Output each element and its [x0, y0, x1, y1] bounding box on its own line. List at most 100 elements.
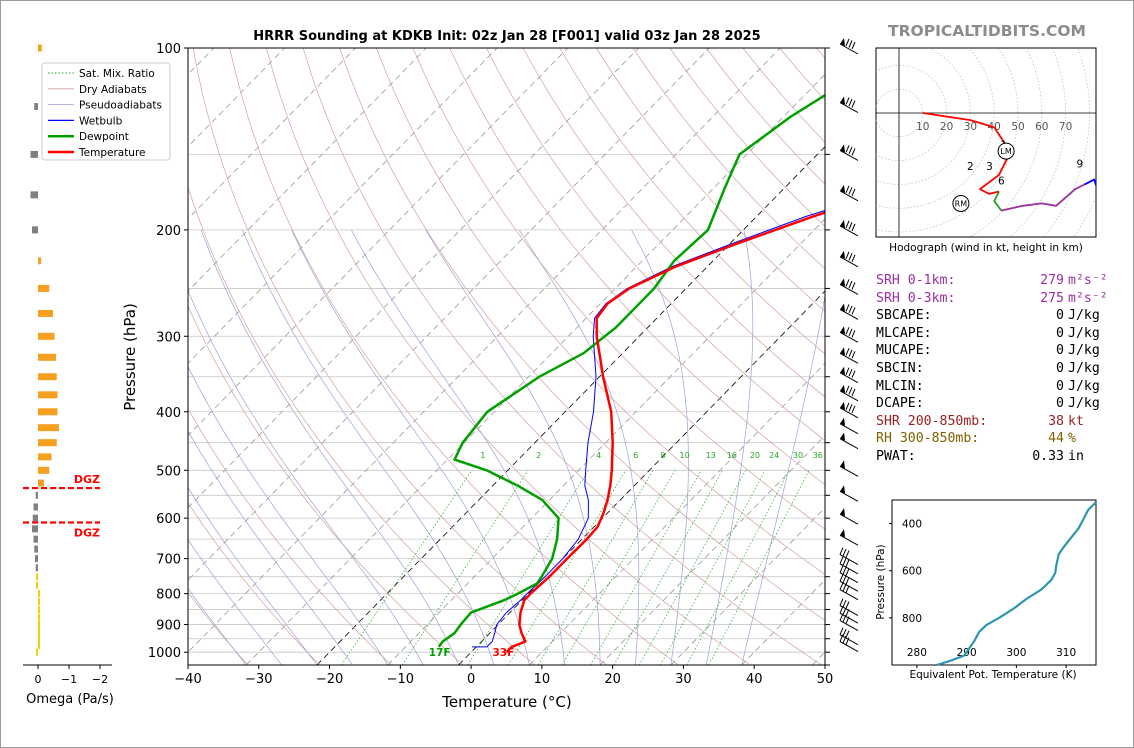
hodograph-height-label: 3	[986, 161, 993, 173]
stat-unit: J/kg	[1068, 360, 1100, 376]
moist-adiabat	[705, 229, 754, 665]
omega-panel: 0 −1 −2 DGZ DGZ	[23, 44, 112, 686]
page-title: HRRR Sounding at KDKB Init: 02z Jan 28 […	[253, 29, 760, 44]
wind-barb	[839, 634, 859, 652]
stat-label: RH 300-850mb:	[876, 431, 980, 447]
y-tick-label: 900	[156, 619, 181, 634]
hodograph-trace	[993, 191, 1003, 212]
stat-value: 38	[1048, 413, 1064, 429]
surface-dewpoint-label: 17F	[429, 647, 451, 659]
stat-unit: J/kg	[1068, 378, 1100, 394]
mixing-ratio-label: 16	[727, 451, 737, 460]
omega-bar	[38, 590, 40, 598]
dry-adiabat	[188, 186, 536, 665]
wind-barbs	[839, 38, 859, 652]
hodograph: 1020304050607012369LMRM	[875, 47, 1097, 238]
stat-value: 279	[1040, 273, 1064, 288]
omega-bar	[38, 621, 40, 629]
x-tick-label: 10	[534, 672, 551, 687]
omega-bar	[35, 491, 38, 499]
theta-e-x-tick-label: 280	[907, 647, 927, 659]
wind-barb	[839, 384, 859, 402]
isotherm-line	[188, 48, 569, 437]
omega-bar	[38, 408, 58, 416]
y-tick-label: 700	[156, 553, 181, 568]
omega-tick-label: −2	[92, 673, 108, 686]
omega-bar	[36, 648, 38, 656]
omega-bar	[34, 545, 38, 553]
mixing-ratio-line	[590, 470, 702, 665]
wind-barb	[839, 401, 859, 419]
skew-t-ylabel: Pressure (hPa)	[121, 303, 139, 411]
stat-row: SRH 0-1km: 279 m²s⁻²	[876, 272, 1116, 290]
stat-label: SBCIN:	[876, 360, 924, 376]
moist-adiabat	[188, 365, 389, 665]
moist-adiabat	[631, 229, 689, 665]
hodograph-title: Hodograph (wind in kt, height in km)	[889, 242, 1083, 254]
mixing-ratio-label: 10	[680, 451, 690, 460]
omega-bar	[34, 103, 38, 111]
y-tick-label: 100	[156, 42, 181, 57]
moist-adiabat	[188, 487, 318, 665]
mixing-ratio-label: 4	[596, 451, 601, 460]
mixing-ratio-line	[561, 470, 676, 665]
omega-bar	[38, 424, 59, 432]
omega-bar	[38, 642, 40, 650]
theta-e-y-tick-label: 800	[902, 613, 922, 625]
dry-adiabat	[188, 591, 249, 665]
stat-row: MUCAPE: 0 J/kg	[876, 342, 1116, 360]
dgz-label: DGZ	[74, 473, 100, 486]
surface-temperature-label: 33F	[493, 647, 515, 659]
hodograph-ring-label: 70	[1059, 121, 1072, 133]
omega-bar	[38, 353, 56, 361]
isotherm-line	[670, 507, 825, 665]
isotherm-line	[599, 434, 825, 665]
wind-barb	[839, 184, 859, 202]
stat-row: MLCIN: 0 J/kg	[876, 378, 1116, 396]
omega-xlabel: Omega (Pa/s)	[26, 692, 114, 707]
mixing-ratio-label: 30	[793, 451, 803, 460]
stat-unit: J/kg	[1068, 325, 1100, 341]
dry-adiabat	[302, 48, 823, 665]
moist-adiabat	[188, 289, 424, 665]
omega-bar	[35, 555, 38, 563]
omega-bar	[32, 226, 38, 234]
mixing-ratio-line	[537, 470, 654, 665]
isotherm-line	[529, 362, 825, 665]
mixing-ratio-label: 8	[660, 451, 665, 460]
mixing-ratio-line	[341, 470, 473, 665]
dry-adiabat	[192, 48, 607, 665]
stat-value: 0	[1056, 343, 1064, 359]
y-tick-label: 200	[156, 224, 181, 239]
omega-bar	[38, 628, 40, 636]
moist-adiabat	[351, 229, 566, 665]
omega-tick-label: −1	[61, 673, 77, 686]
moist-adiabat	[188, 430, 353, 665]
y-tick-label: 500	[156, 464, 181, 479]
theta-e-y-tick-label: 600	[902, 566, 922, 578]
legend: Sat. Mix. Ratio Dry Adiabats Pseudoadiabat…	[41, 62, 171, 161]
isotherm-line	[316, 146, 825, 665]
stat-value: 0	[1056, 378, 1064, 394]
moist-adiabat	[425, 229, 601, 665]
omega-bar	[38, 606, 40, 614]
hodograph-ring-label: 30	[964, 121, 977, 133]
wetbulb-trace	[486, 209, 825, 648]
dgz-label: DGZ	[74, 526, 100, 539]
theta-e-x-tick-label: 300	[1006, 647, 1026, 659]
theta-e-frame	[891, 499, 1097, 666]
theta-e-y-tick-label: 400	[902, 519, 922, 531]
watermark: TROPICALTIDBITS.COM	[888, 22, 1086, 40]
wind-barb	[839, 582, 859, 601]
mixing-ratio-line	[401, 470, 529, 665]
hodograph-height-label: 2	[967, 161, 974, 173]
dewpoint-trace	[437, 93, 825, 648]
dry-adiabat	[229, 48, 679, 665]
mixing-ratio-labels: 1 2 4 6 8 10 13 16 20 24 30 36	[480, 451, 823, 460]
storm-motion-marker	[997, 142, 1015, 160]
wind-barb	[839, 303, 859, 320]
skew-t-traces	[437, 93, 825, 654]
theta-e-trace	[936, 501, 1097, 667]
